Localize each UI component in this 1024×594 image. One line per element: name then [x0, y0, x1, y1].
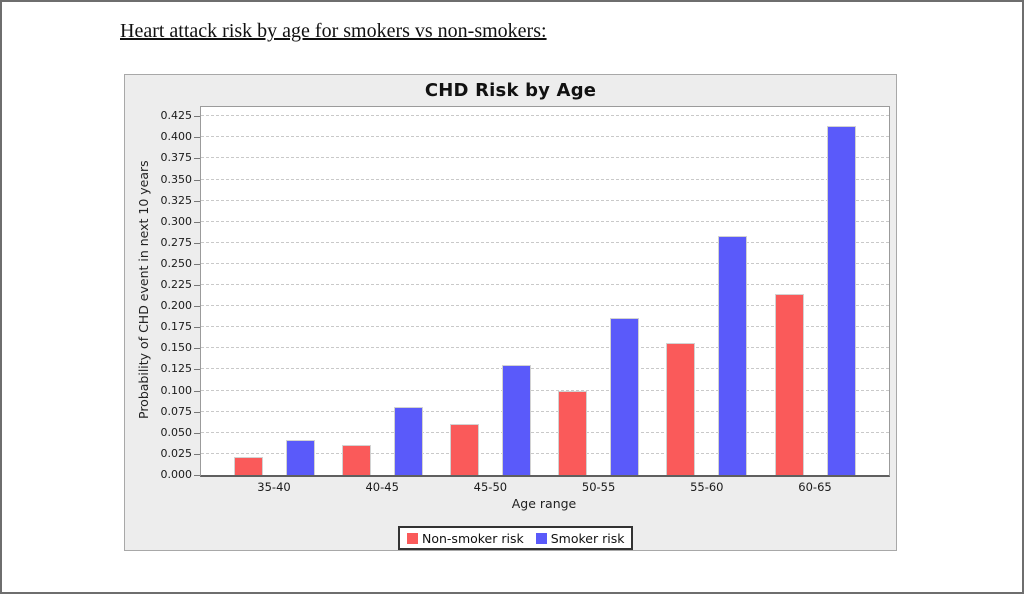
x-tick-label: 50-55 — [581, 480, 616, 494]
bar-nonsmoker-35-40 — [233, 457, 263, 475]
y-tick-mark — [194, 390, 200, 392]
x-tick-label: 35-40 — [257, 480, 291, 494]
bar-smoker-35-40 — [285, 439, 315, 475]
y-tick-mark — [194, 475, 200, 476]
y-tick-label: 0.225 — [160, 278, 193, 292]
nonsmoker-swatch-icon — [407, 532, 418, 544]
bar-nonsmoker-55-60 — [666, 343, 696, 475]
y-tick-label: 0.050 — [160, 425, 193, 439]
y-tick-label: 0.200 — [160, 299, 193, 313]
gridline — [201, 368, 889, 370]
bar-nonsmoker-60-65 — [774, 294, 804, 475]
y-tick-mark — [194, 306, 200, 308]
y-tick-mark — [194, 432, 200, 434]
x-tick-label: 45-50 — [473, 480, 508, 494]
y-tick-mark — [194, 453, 200, 455]
plot-area — [200, 106, 890, 477]
y-tick-label: 0.275 — [160, 235, 193, 249]
y-tick-mark — [194, 179, 200, 181]
x-tick-label: 55-60 — [690, 480, 724, 494]
y-tick-label: 0.000 — [160, 468, 193, 481]
y-tick-label: 0.300 — [160, 214, 193, 228]
y-tick-mark — [194, 116, 200, 118]
x-tick-label: 60-65 — [798, 480, 832, 494]
gridline — [201, 326, 889, 328]
bar-smoker-45-50 — [501, 365, 531, 475]
chd-risk-chart: CHD Risk by Age Probability of CHD event… — [124, 74, 897, 551]
page-heading: Heart attack risk by age for smokers vs … — [120, 20, 547, 42]
bar-smoker-40-45 — [393, 406, 423, 475]
bar-nonsmoker-50-55 — [558, 390, 588, 475]
gridline — [201, 136, 889, 138]
y-tick-label: 0.025 — [160, 446, 193, 460]
gridline — [201, 220, 889, 222]
gridline — [201, 347, 889, 349]
smoker-swatch-icon — [535, 532, 547, 544]
y-tick-label: 0.100 — [160, 383, 193, 397]
y-tick-mark — [194, 221, 200, 223]
gridline — [201, 115, 889, 117]
gridline — [201, 284, 889, 286]
legend-item-smoker: Smoker risk — [535, 530, 625, 546]
y-tick-mark — [194, 369, 200, 371]
gridline — [201, 431, 889, 433]
y-tick-label: 0.425 — [160, 109, 193, 123]
y-tick-label: 0.350 — [160, 172, 193, 186]
y-tick-label: 0.175 — [160, 320, 193, 334]
gridline — [201, 410, 889, 412]
y-tick-mark — [194, 242, 200, 244]
gridline — [201, 199, 889, 201]
gridline — [201, 241, 889, 243]
y-tick-mark — [194, 411, 200, 413]
y-tick-label: 0.150 — [160, 341, 193, 355]
gridline — [201, 305, 889, 307]
x-tick-label: 40-45 — [365, 480, 399, 494]
y-tick-mark — [194, 137, 200, 139]
y-tick-label: 0.075 — [160, 404, 193, 418]
y-tick-label: 0.400 — [160, 130, 193, 144]
gridline — [201, 178, 889, 180]
gridline — [201, 262, 889, 264]
y-tick-mark — [194, 327, 200, 329]
gridline — [201, 452, 889, 454]
legend-label-nonsmoker: Non-smoker risk — [422, 530, 524, 546]
y-tick-mark — [194, 200, 200, 202]
x-axis-title: Age range — [511, 496, 577, 511]
gridline — [201, 157, 889, 159]
y-tick-mark — [194, 263, 200, 265]
y-tick-mark — [194, 285, 200, 287]
bar-smoker-55-60 — [718, 236, 748, 475]
y-tick-label: 0.375 — [160, 151, 193, 165]
legend-item-nonsmoker: Non-smoker risk — [407, 531, 524, 546]
bar-smoker-50-55 — [610, 318, 640, 475]
y-tick-label: 0.250 — [160, 256, 193, 270]
gridline — [201, 389, 889, 391]
y-tick-mark — [194, 158, 200, 160]
bar-nonsmoker-45-50 — [449, 424, 479, 475]
y-tick-label: 0.125 — [160, 362, 193, 376]
bar-nonsmoker-40-45 — [341, 445, 371, 475]
chart-title: CHD Risk by Age — [424, 80, 597, 101]
bar-smoker-60-65 — [826, 125, 856, 475]
legend: Non-smoker risk Smoker risk — [398, 526, 634, 550]
y-tick-label: 0.325 — [160, 193, 193, 207]
y-tick-mark — [194, 348, 200, 350]
legend-label-smoker: Smoker risk — [550, 530, 625, 546]
